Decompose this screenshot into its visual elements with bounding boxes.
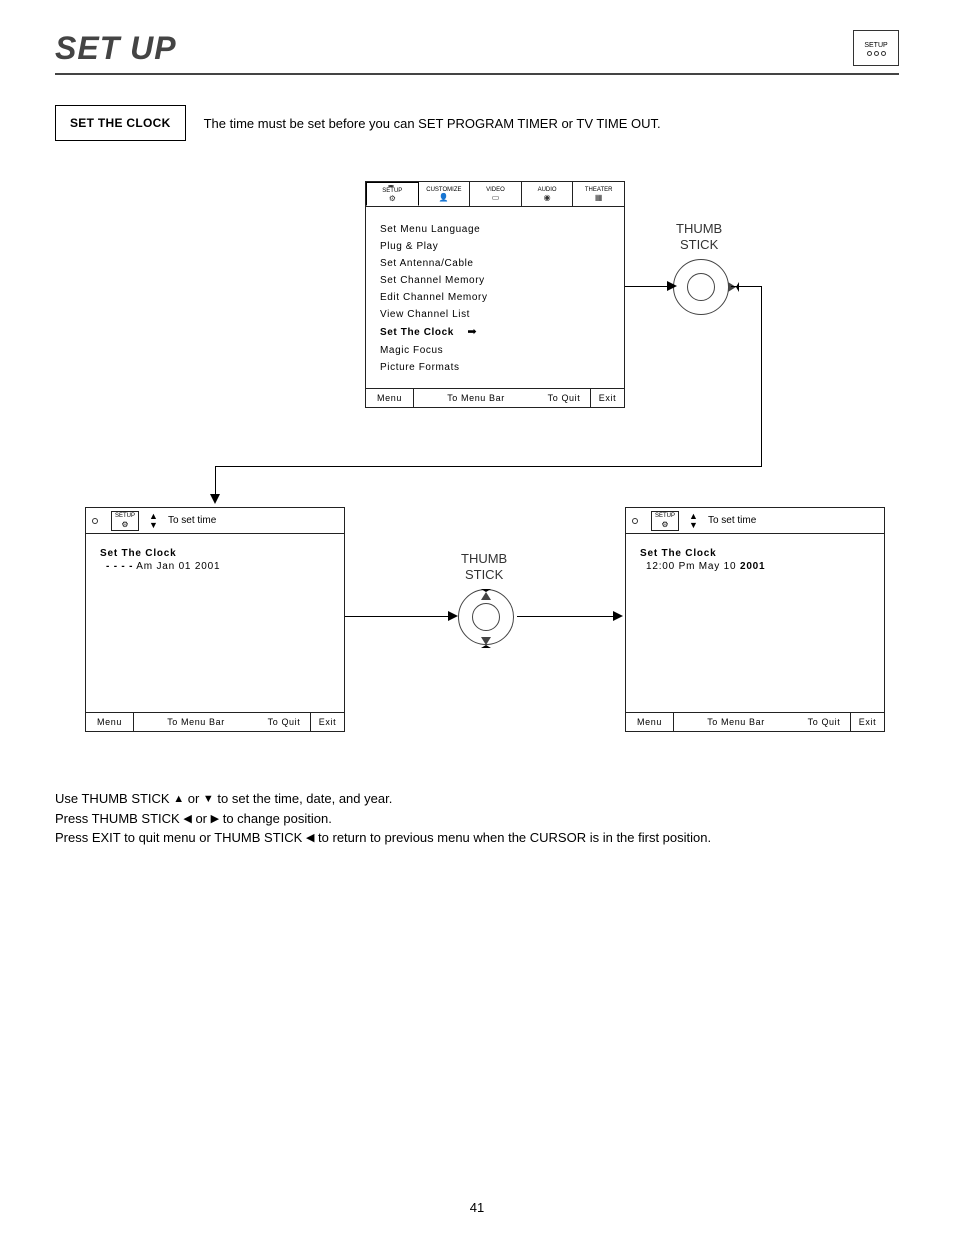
tab-theater[interactable]: THEATER ▦	[573, 182, 624, 206]
flow-line	[625, 286, 671, 287]
thumbstick-label-top: THUMB STICK	[676, 221, 722, 252]
video-icon: ▭	[492, 194, 500, 202]
badge-text: SETUP	[864, 42, 887, 49]
footer-exit[interactable]: Exit	[310, 713, 344, 731]
setup-corner-badge: SETUP	[853, 30, 899, 66]
footer-quit: To Quit	[798, 713, 850, 731]
set-the-clock-desc: The time must be set before you can SET …	[204, 116, 661, 131]
thumbstick-down-icon	[481, 637, 491, 648]
tab-theater-label: THEATER	[585, 187, 613, 193]
clock-panel-set: SETUP ⚙ ▲▼ To set time Set The Clock 12:…	[625, 507, 885, 732]
thumbstick-right-icon	[728, 282, 739, 292]
footer-menubar: To Menu Bar	[674, 713, 798, 731]
tab-customize-label: CUSTOMIZE	[426, 187, 461, 193]
right-arrow-icon: ➡	[467, 323, 477, 342]
footer-quit: To Quit	[538, 389, 590, 407]
thumbstick-up-icon	[481, 589, 491, 600]
menu-item[interactable]: Set Antenna/Cable	[380, 255, 610, 272]
footer-quit: To Quit	[258, 713, 310, 731]
gear-icon: ⚙	[389, 195, 396, 203]
right-triangle-icon: ▶	[211, 813, 219, 825]
flow-line	[517, 616, 617, 617]
audio-icon: ◉	[544, 194, 551, 202]
clock-value-initial[interactable]: - - - - Am Jan 01 2001	[86, 561, 344, 582]
footer-exit[interactable]: Exit	[850, 713, 884, 731]
left-triangle-icon: ◀	[306, 832, 314, 844]
tab-customize[interactable]: CUSTOMIZE 👤	[419, 182, 471, 206]
tab-audio[interactable]: AUDIO ◉	[522, 182, 574, 206]
up-triangle-icon: ▲	[173, 793, 184, 805]
menu-item[interactable]: Set Channel Memory	[380, 272, 610, 289]
bullet-icon	[92, 518, 98, 524]
footer-menu[interactable]: Menu	[86, 713, 134, 731]
arrowhead-icon	[613, 611, 623, 621]
menu-item-selected[interactable]: Set The Clock ➡	[380, 323, 610, 342]
menu-body: Set Menu Language Plug & Play Set Antenn…	[366, 207, 624, 388]
set-the-clock-label: SET THE CLOCK	[55, 105, 186, 141]
left-triangle-icon: ◀	[183, 813, 191, 825]
theater-icon: ▦	[595, 194, 603, 202]
menu-item[interactable]: Plug & Play	[380, 238, 610, 255]
flow-line	[731, 286, 761, 287]
flow-line	[215, 466, 762, 467]
clock-value-set[interactable]: 12:00 Pm May 10 2001	[626, 561, 884, 582]
thumbstick-top[interactable]	[673, 259, 729, 315]
tab-audio-label: AUDIO	[538, 187, 557, 193]
clock-heading: Set The Clock	[626, 534, 884, 561]
tab-video-label: VIDEO	[486, 187, 505, 193]
flow-line	[761, 286, 762, 466]
down-triangle-icon: ▼	[203, 793, 214, 805]
arrowhead-icon	[448, 611, 458, 621]
updown-icon: ▲▼	[149, 512, 158, 530]
flow-line	[345, 616, 451, 617]
menu-item[interactable]: View Channel List	[380, 306, 610, 323]
thumbstick-label-mid: THUMB STICK	[461, 551, 507, 582]
footer-exit[interactable]: Exit	[590, 389, 624, 407]
clock-heading: Set The Clock	[86, 534, 344, 561]
menu-footer: Menu To Menu Bar To Quit Exit	[366, 388, 624, 407]
setup-menu-panel: SETUP ⚙ CUSTOMIZE 👤 VIDEO ▭ AUDIO ◉ THEA…	[365, 181, 625, 408]
bullet-icon	[632, 518, 638, 524]
menu-item[interactable]: Magic Focus	[380, 342, 610, 359]
tab-video[interactable]: VIDEO ▭	[470, 182, 522, 206]
chip-label: SETUP	[655, 513, 675, 519]
menu-item[interactable]: Edit Channel Memory	[380, 289, 610, 306]
clock-panel-initial: SETUP ⚙ ▲▼ To set time Set The Clock - -…	[85, 507, 345, 732]
person-icon: 👤	[439, 194, 449, 202]
title-divider	[55, 73, 899, 75]
setup-chip: SETUP ⚙	[651, 511, 679, 531]
arrowhead-icon	[667, 281, 677, 291]
to-set-time-label: To set time	[168, 515, 216, 526]
arrowhead-icon	[210, 494, 220, 504]
setup-chip: SETUP ⚙	[111, 511, 139, 531]
footer-menubar: To Menu Bar	[134, 713, 258, 731]
menu-tabs: SETUP ⚙ CUSTOMIZE 👤 VIDEO ▭ AUDIO ◉ THEA…	[366, 182, 624, 207]
footer-menu[interactable]: Menu	[366, 389, 414, 407]
tab-setup[interactable]: SETUP ⚙	[366, 182, 419, 206]
menu-footer: Menu To Menu Bar To Quit Exit	[626, 712, 884, 731]
to-set-time-label: To set time	[708, 515, 756, 526]
footer-menubar: To Menu Bar	[414, 389, 538, 407]
flow-line	[215, 466, 216, 496]
chip-label: SETUP	[115, 513, 135, 519]
menu-item[interactable]: Set Menu Language	[380, 221, 610, 238]
page-title: SET UP	[55, 30, 177, 67]
menu-item[interactable]: Picture Formats	[380, 359, 610, 376]
updown-icon: ▲▼	[689, 512, 698, 530]
footer-menu[interactable]: Menu	[626, 713, 674, 731]
page-number: 41	[0, 1200, 954, 1215]
menu-item-selected-label: Set The Clock	[380, 327, 454, 338]
menu-footer: Menu To Menu Bar To Quit Exit	[86, 712, 344, 731]
instructions: Use THUMB STICK ▲ or ▼ to set the time, …	[55, 789, 899, 848]
